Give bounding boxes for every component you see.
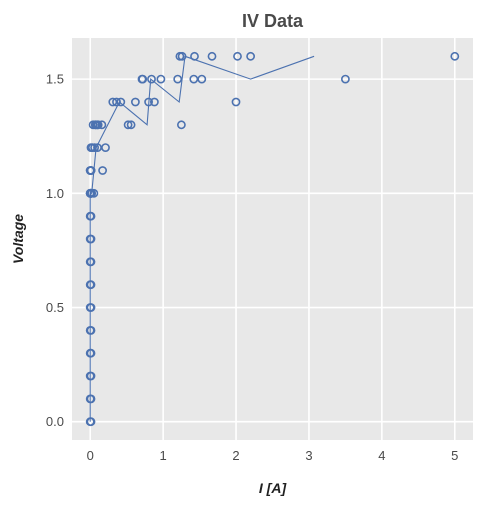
data-point — [340, 74, 350, 84]
data-point — [112, 97, 121, 107]
data-point — [207, 51, 217, 61]
data-point — [177, 51, 187, 61]
data-point — [450, 51, 460, 61]
data-point — [231, 97, 241, 107]
data-point — [116, 97, 126, 107]
data-point — [197, 74, 207, 84]
data-point — [144, 97, 153, 107]
data-point — [233, 51, 242, 61]
y-tick-label: 1.5 — [46, 72, 64, 87]
x-tick-label: 0 — [87, 448, 94, 463]
data-point — [189, 74, 199, 84]
data-point — [138, 74, 148, 84]
x-tick-label: 2 — [232, 448, 239, 463]
x-tick-label: 4 — [378, 448, 385, 463]
y-tick-label: 0.5 — [46, 300, 64, 315]
x-tick-label: 1 — [160, 448, 167, 463]
x-axis-label: I [A] — [259, 480, 288, 496]
data-point — [130, 97, 140, 107]
data-point — [86, 211, 96, 221]
data-point — [86, 394, 96, 404]
y-tick-label: 1.0 — [46, 186, 64, 201]
data-point — [156, 74, 166, 84]
data-point — [86, 234, 96, 244]
data-point — [86, 348, 96, 358]
fit-line-layer — [89, 55, 315, 422]
data-points — [85, 51, 460, 427]
data-point — [149, 97, 159, 107]
data-point — [173, 74, 183, 84]
x-tick-labels: 0 1 2 3 4 5 — [87, 448, 459, 463]
data-point — [89, 188, 99, 198]
y-tick-label: 0.0 — [46, 414, 64, 429]
data-point — [98, 166, 107, 175]
chart-title: IV Data — [242, 11, 304, 31]
data-point — [86, 371, 96, 381]
data-point — [86, 166, 96, 175]
data-point — [246, 51, 255, 61]
data-point — [86, 257, 96, 267]
data-point — [108, 97, 118, 107]
plot-background — [72, 38, 473, 440]
data-point — [123, 120, 133, 130]
data-point — [190, 51, 199, 61]
data-point — [86, 303, 96, 312]
data-point — [97, 120, 107, 130]
y-axis-label: Voltage — [10, 214, 26, 264]
data-point — [86, 417, 96, 427]
data-point — [126, 120, 136, 130]
x-tick-label: 3 — [305, 448, 312, 463]
data-point — [93, 143, 102, 152]
fit-line — [89, 55, 315, 422]
data-point — [147, 74, 156, 84]
data-point — [101, 143, 110, 152]
data-point — [90, 143, 99, 152]
data-point — [176, 120, 186, 130]
data-point — [93, 120, 103, 130]
x-tick-label: 5 — [451, 448, 458, 463]
data-point — [86, 280, 96, 290]
data-point — [86, 325, 96, 335]
y-tick-labels: 0.0 0.5 1.0 1.5 — [46, 72, 64, 430]
